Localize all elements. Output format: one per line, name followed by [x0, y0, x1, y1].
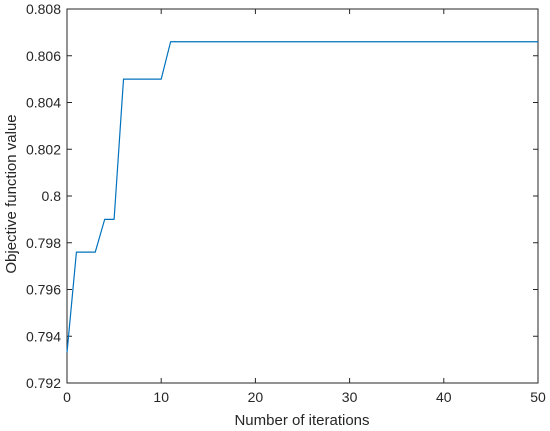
plot-area: 0 10 20 30 40 50 0.792 0.794 0.796 0.798 0.8 0.802 0…: [26, 1, 546, 405]
x-tick-label-2: 20: [248, 389, 264, 405]
x-axis-title: Number of iterations: [234, 412, 369, 429]
y-tick-label-0: 0.792: [26, 375, 61, 391]
x-tick-label-1: 10: [153, 389, 169, 405]
y-tick-label-3: 0.798: [26, 235, 61, 251]
y-tick-label-6: 0.804: [26, 95, 61, 111]
y-tick-label-1: 0.794: [26, 328, 61, 344]
y-tick-label-7: 0.806: [26, 48, 61, 64]
y-tick-label-4: 0.8: [42, 188, 62, 204]
series-line-0: [66, 41, 538, 353]
x-tick-label-0: 0: [63, 389, 71, 405]
x-tick-label-3: 30: [342, 389, 358, 405]
x-tick-label-5: 50: [530, 389, 546, 405]
x-tick-label-4: 40: [436, 389, 452, 405]
y-tick-label-2: 0.796: [26, 282, 61, 298]
y-tick-label-5: 0.802: [26, 141, 61, 157]
axes-frame: [66, 8, 539, 384]
y-tick-label-8: 0.808: [26, 1, 61, 17]
y-axis-title: Objective function value: [3, 114, 20, 273]
